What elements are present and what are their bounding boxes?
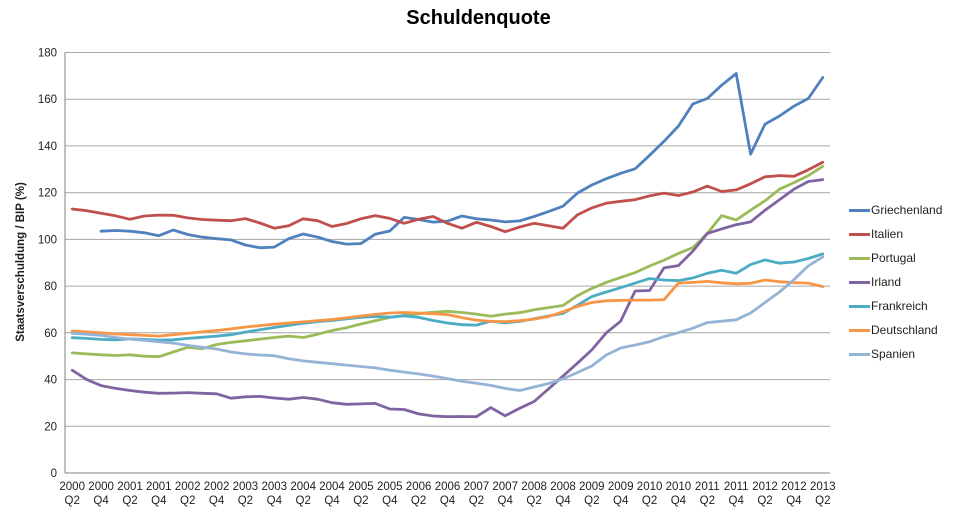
x-tick-label-quarter: Q4 [440, 495, 456, 507]
x-tick-label-quarter: Q4 [324, 495, 340, 507]
y-tick-label: 60 [44, 328, 57, 340]
x-tick-label-year: 2002 [204, 481, 230, 493]
x-tick-label-quarter: Q2 [65, 495, 80, 507]
legend-item-portugal: Portugal [849, 246, 942, 270]
legend-line-swatch [849, 280, 870, 284]
x-tick-label-quarter: Q2 [642, 495, 657, 507]
y-tick-label: 40 [44, 375, 57, 387]
y-tick-label: 100 [38, 234, 57, 246]
x-tick-label-year: 2002 [175, 481, 201, 493]
x-tick-label-quarter: Q4 [498, 495, 514, 507]
x-tick-label-quarter: Q2 [815, 495, 830, 507]
legend-line-swatch [849, 208, 870, 212]
x-tick-label-quarter: Q4 [555, 495, 571, 507]
x-tick-label-year: 2011 [724, 481, 749, 493]
series-line-frankreich [70, 252, 825, 342]
x-tick-label-year: 2009 [579, 481, 605, 493]
x-tick-label-quarter: Q2 [122, 495, 137, 507]
legend-item-italien: Italien [849, 222, 942, 246]
legend-line-swatch [849, 304, 870, 308]
x-tick-label-quarter: Q4 [93, 495, 109, 507]
x-tick-label-year: 2006 [435, 481, 461, 493]
x-tick-label-quarter: Q4 [786, 495, 802, 507]
x-tick-label-year: 2009 [608, 481, 634, 493]
y-tick-label: 180 [38, 48, 57, 60]
x-tick-label-year: 2008 [550, 481, 576, 493]
x-tick-label-quarter: Q2 [584, 495, 599, 507]
x-tick-label-quarter: Q2 [238, 495, 253, 507]
x-tick-label-year: 2007 [464, 481, 490, 493]
x-tick-label-quarter: Q2 [469, 495, 484, 507]
x-tick-label-year: 2000 [59, 481, 85, 493]
x-tick-label-quarter: Q4 [151, 495, 167, 507]
legend-label: Italien [871, 227, 904, 241]
x-tick-label-quarter: Q4 [267, 495, 283, 507]
legend-line-swatch [849, 256, 870, 260]
series-line-portugal [70, 164, 825, 359]
x-tick-label-quarter: Q2 [700, 495, 715, 507]
x-tick-label-year: 2013 [810, 481, 836, 493]
x-tick-label-quarter: Q4 [729, 495, 745, 507]
x-tick-label-quarter: Q2 [411, 495, 426, 507]
x-tick-label-year: 2012 [752, 481, 778, 493]
x-tick-label-quarter: Q4 [613, 495, 629, 507]
x-tick-label-quarter: Q4 [382, 495, 398, 507]
x-tick-label-year: 2005 [377, 481, 403, 493]
x-tick-label-quarter: Q2 [180, 495, 195, 507]
x-tick-label-quarter: Q4 [671, 495, 687, 507]
x-tick-label-year: 2000 [88, 481, 114, 493]
legend-item-frankreich: Frankreich [849, 294, 942, 318]
x-tick-label-year: 2006 [406, 481, 432, 493]
y-tick-label: 120 [38, 188, 57, 200]
legend-label: Spanien [871, 347, 916, 361]
x-tick-label-year: 2001 [146, 481, 172, 493]
x-tick-label-year: 2005 [348, 481, 374, 493]
x-tick-label-year: 2012 [781, 481, 807, 493]
chart-title: Schuldenquote [406, 7, 551, 29]
series-line-irland [70, 178, 825, 419]
x-tick-label-quarter: Q2 [757, 495, 772, 507]
legend-label: Frankreich [871, 299, 928, 313]
x-tick-label-quarter: Q2 [296, 495, 311, 507]
legend-label: Portugal [871, 251, 916, 265]
x-tick-label-quarter: Q2 [526, 495, 541, 507]
legend-label: Deutschland [871, 323, 938, 337]
legend-label: Irland [871, 275, 902, 289]
legend-line-swatch [849, 352, 870, 356]
x-tick-label-year: 2008 [521, 481, 547, 493]
x-tick-label-quarter: Q4 [209, 495, 225, 507]
legend-item-irland: Irland [849, 270, 942, 294]
series-line-spanien [70, 255, 825, 392]
x-tick-label-year: 2010 [637, 481, 663, 493]
x-tick-label-year: 2007 [492, 481, 518, 493]
series-line-deutschland [70, 278, 825, 338]
y-tick-label: 80 [44, 281, 57, 293]
legend: Griechenland Italien Portugal Irland Frankre… [849, 198, 942, 366]
y-tick-label: 140 [38, 141, 57, 153]
legend-item-deutschland: Deutschland [849, 318, 942, 342]
y-tick-label: 20 [44, 421, 57, 433]
legend-label: Griechenland [871, 203, 943, 217]
series-line-griechenland [99, 72, 825, 250]
x-tick-label-year: 2011 [695, 481, 720, 493]
y-tick-label: 160 [38, 94, 57, 106]
x-tick-label-year: 2004 [290, 481, 316, 493]
legend-line-swatch [849, 232, 870, 236]
series-line-italien [70, 160, 825, 234]
y-tick-label: 0 [51, 468, 57, 480]
legend-item-spanien: Spanien [849, 342, 942, 366]
x-tick-label-year: 2003 [262, 481, 288, 493]
x-tick-label-year: 2004 [319, 481, 345, 493]
x-tick-label-quarter: Q2 [353, 495, 368, 507]
legend-line-swatch [849, 328, 870, 332]
x-tick-label-year: 2003 [233, 481, 259, 493]
x-tick-label-year: 2010 [666, 481, 692, 493]
legend-item-griechenland: Griechenland [849, 198, 942, 222]
x-tick-label-year: 2001 [117, 481, 143, 493]
